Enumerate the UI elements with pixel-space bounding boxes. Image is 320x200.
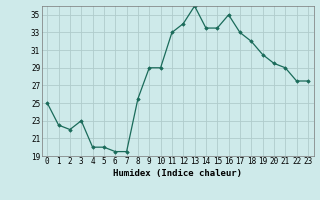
X-axis label: Humidex (Indice chaleur): Humidex (Indice chaleur) [113,169,242,178]
